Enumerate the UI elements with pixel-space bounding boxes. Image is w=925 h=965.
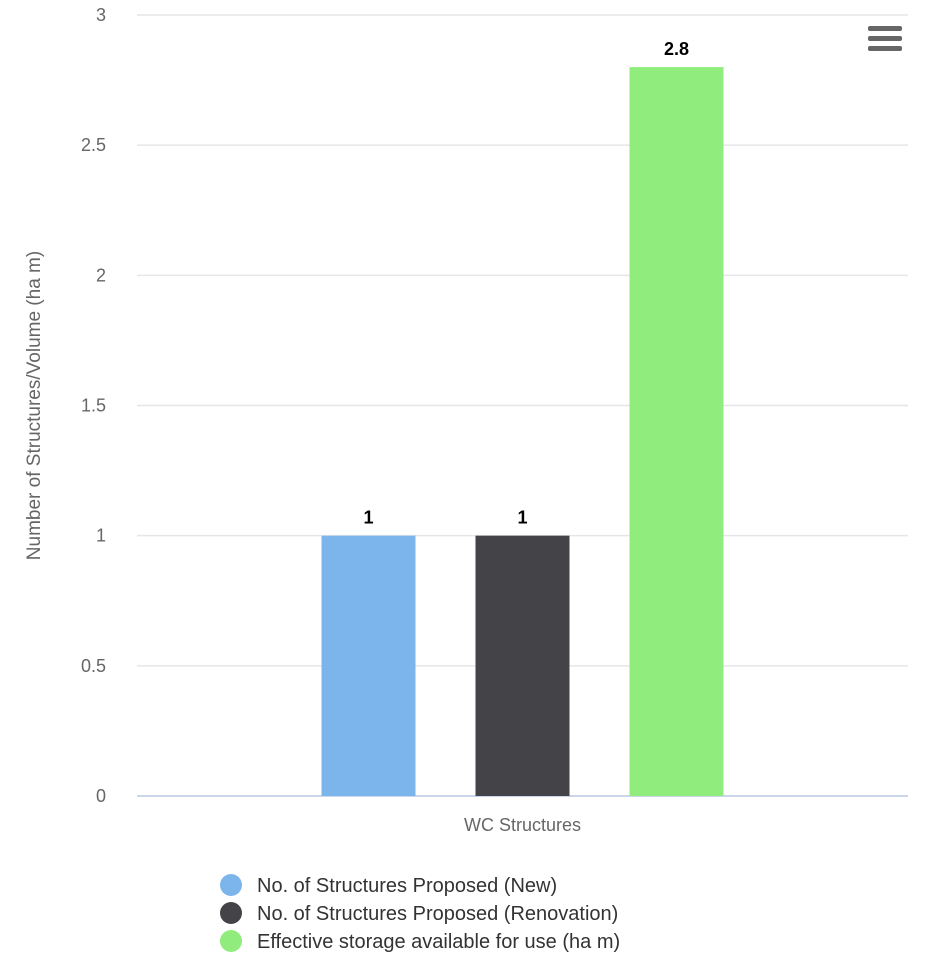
legend-marker[interactable] xyxy=(220,930,242,952)
y-tick-label: 3 xyxy=(96,5,106,25)
y-axis-title: Number of Structures/Volume (ha m) xyxy=(24,251,45,560)
y-tick-label: 0.5 xyxy=(81,656,106,676)
y-tick-label: 0 xyxy=(96,786,106,806)
bar-1[interactable] xyxy=(321,535,416,796)
y-tick-label: 2 xyxy=(96,265,106,285)
legend-label[interactable]: No. of Structures Proposed (Renovation) xyxy=(257,903,618,925)
data-label: 1 xyxy=(363,508,373,528)
legend-marker[interactable] xyxy=(220,874,242,896)
y-tick-label: 1 xyxy=(96,526,106,546)
y-tick-label: 1.5 xyxy=(81,396,106,416)
data-label: 1 xyxy=(517,508,527,528)
legend-label[interactable]: No. of Structures Proposed (New) xyxy=(257,875,557,897)
y-tick-label: 2.5 xyxy=(81,135,106,155)
legend-label[interactable]: Effective storage available for use (ha … xyxy=(257,931,620,953)
legend-marker[interactable] xyxy=(220,902,242,924)
bar-2[interactable] xyxy=(475,535,570,796)
data-label: 2.8 xyxy=(664,39,689,59)
x-category-label: WC Structures xyxy=(464,815,581,835)
bar-3[interactable] xyxy=(629,67,724,797)
chart-menu-button[interactable] xyxy=(866,22,904,56)
